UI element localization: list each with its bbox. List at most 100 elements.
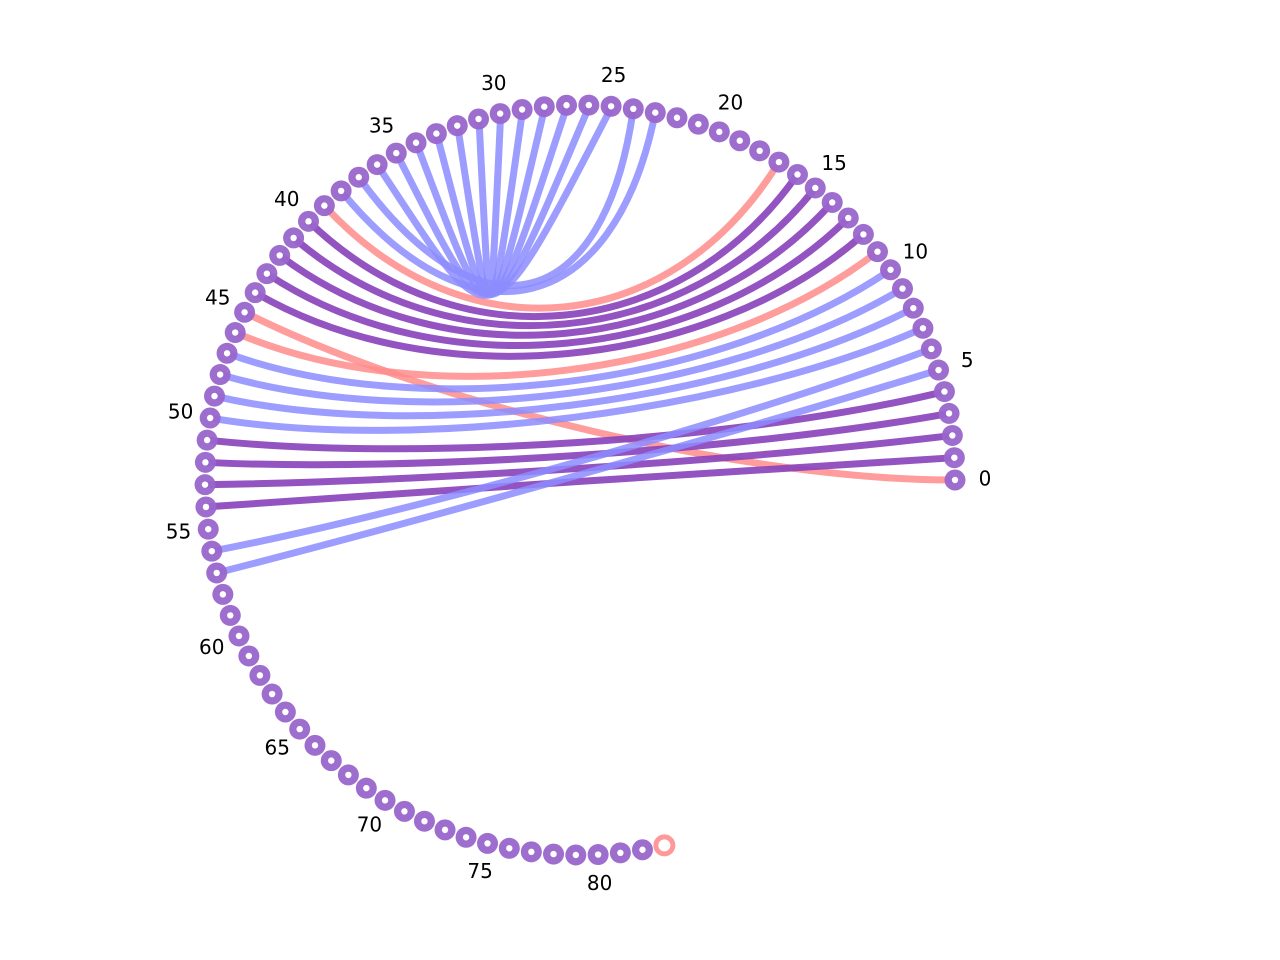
node-center-23 [652,109,659,116]
link-7-50 [208,325,925,434]
tick-label-55: 55 [166,520,191,544]
node-center-18 [756,147,763,155]
link-16-40 [306,172,800,320]
node-center-59 [227,612,234,619]
nodes-layer [194,94,966,866]
node-center-47 [223,350,231,357]
node-center-55 [205,525,212,533]
node-center-4 [941,388,948,395]
node-center-0 [951,476,959,484]
node-center-62 [256,672,264,679]
node-center-13 [845,214,852,222]
link-3-52 [203,410,951,469]
link-15-41 [291,186,818,330]
link-0-45 [242,309,957,484]
node-center-24 [630,105,637,113]
node-center-48 [216,371,224,378]
node-center-68 [345,771,352,779]
labels-layer: 0 5 10 15 20 25 30 35 40 45 50 55 60 65 70 75 80 [166,63,992,895]
node-center-40 [305,218,312,225]
node-center-35 [393,149,400,157]
node-center-41 [290,234,297,242]
link-17-39 [322,160,782,312]
tick-label-20: 20 [718,90,743,114]
node-center-81 [617,849,624,857]
node-center-67 [328,757,335,764]
node-center-66 [311,742,319,749]
node-center-22 [673,114,681,121]
node-center-77 [528,848,535,856]
node-center-71 [401,808,408,815]
node-center-72 [421,818,428,825]
node-center-64 [282,708,289,716]
node-center-30 [496,110,504,117]
link-11-46 [233,249,880,380]
node-center-82 [639,846,646,853]
link-23-38 [338,111,659,295]
tick-label-0: 0 [979,467,992,491]
node-center-27 [563,102,570,109]
node-center-25 [607,103,615,110]
node-center-80 [594,851,602,858]
tick-label-35: 35 [369,113,394,137]
link-4-51 [205,388,946,453]
node-center-52 [202,459,209,466]
node-center-12 [860,231,867,238]
node-center-53 [201,481,209,488]
node-center-39 [321,202,328,209]
node-center-75 [484,840,491,847]
link-1-54 [204,454,956,511]
link-12-44 [253,232,866,360]
tick-label-65: 65 [265,736,290,760]
node-center-57 [213,569,220,577]
node-center-32 [454,122,461,129]
node-center-33 [433,130,440,137]
node-center-21 [695,120,702,128]
node-center-31 [475,115,482,123]
node-center-16 [794,171,801,178]
node-center-38 [337,187,345,195]
tick-label-30: 30 [481,71,506,95]
link-5-57 [215,367,941,576]
node-center-46 [232,329,239,336]
node-center-9 [899,285,906,292]
node-center-44 [251,289,259,296]
tick-label-40: 40 [274,187,299,211]
tick-label-10: 10 [903,239,928,263]
node-center-76 [506,845,513,852]
tick-label-45: 45 [205,285,230,309]
link-6-56 [210,346,933,555]
tick-label-75: 75 [467,859,492,883]
node-center-54 [202,503,210,511]
link-14-42 [277,200,835,339]
node-center-49 [211,392,218,400]
links-layer [203,103,957,576]
link-2-53 [203,432,954,489]
tick-label-60: 60 [199,635,224,659]
tick-label-70: 70 [357,812,382,836]
node-center-6 [928,345,935,353]
node-center-28 [541,103,548,110]
node-center-19 [736,137,743,144]
node-center-83 [661,842,667,848]
node-center-11 [874,248,881,255]
node-center-43 [263,270,271,277]
tick-label-5: 5 [961,348,974,372]
node-83 [653,834,676,857]
node-center-37 [355,174,362,181]
link-30-31 [475,112,505,296]
node-center-2 [949,432,956,439]
tick-label-25: 25 [601,63,626,87]
tick-label-50: 50 [168,400,193,424]
node-center-36 [373,161,381,168]
node-center-10 [887,266,894,273]
node-center-73 [441,826,449,834]
node-center-7 [919,325,927,332]
node-center-70 [381,797,389,804]
tick-label-15: 15 [821,151,846,175]
node-center-17 [775,158,783,166]
node-center-56 [208,547,216,555]
link-9-48 [218,286,905,406]
node-center-29 [518,106,526,113]
